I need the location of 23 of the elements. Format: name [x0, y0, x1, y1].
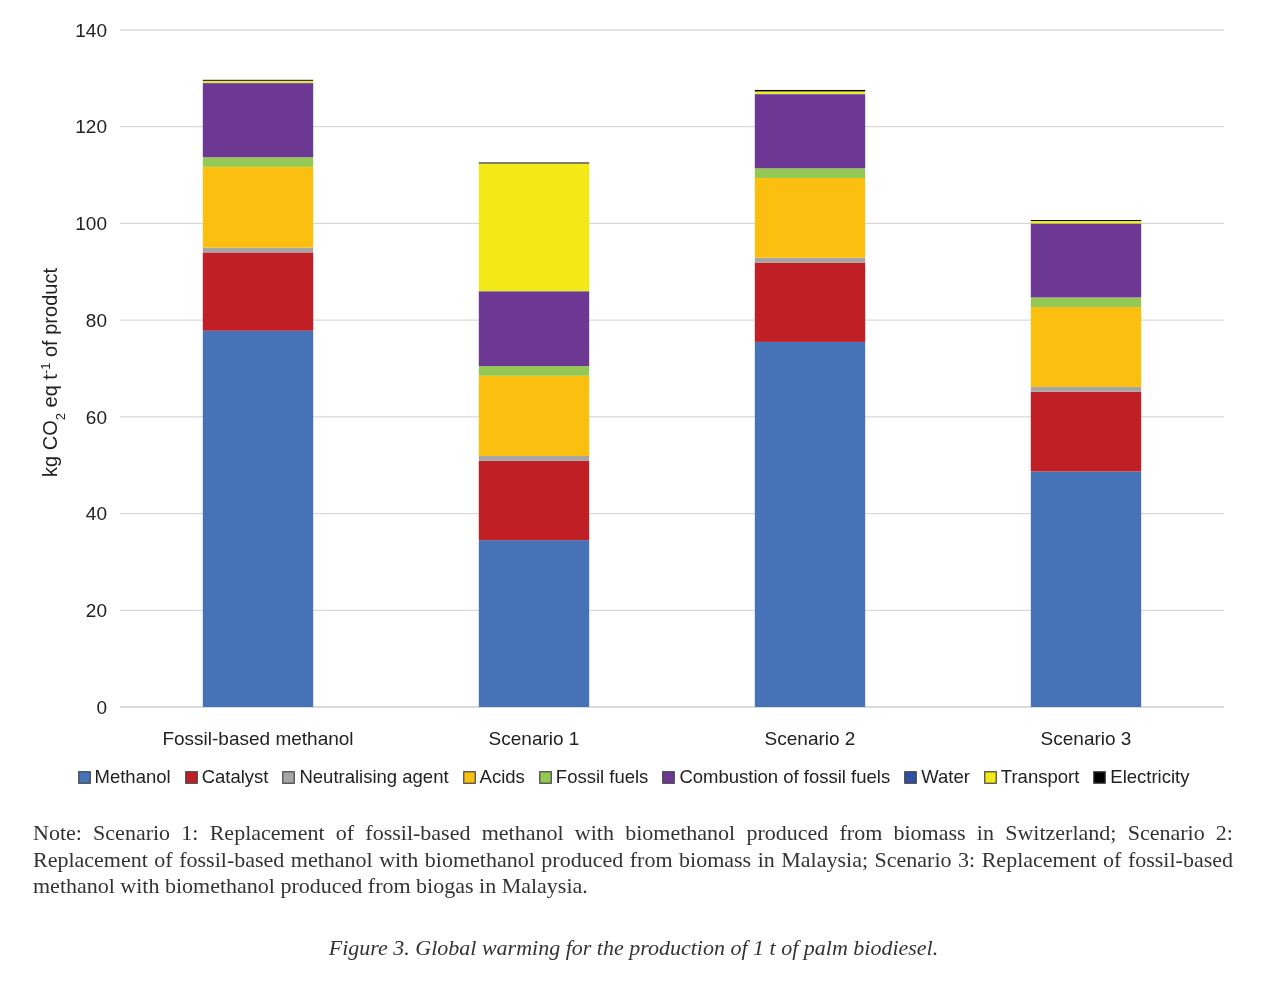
x-tick-label: Scenario 2: [764, 728, 856, 749]
y-tick-label: 60: [85, 406, 107, 428]
text: Note: Scenario 1: Replacement of fossil-based methanol with biomethanol produced from biomass in Switzerland; Scenario 2: Replacement of fossil-based methanol with biomethanol produced from biomass in Malaysia; Scenario 3: Replacement of fossil-based methanol with biomethanol produced from biogas in Malaysia.: [33, 820, 1233, 900]
legend-label: Methanol: [94, 766, 171, 788]
legend-label: Combustion of fossil fuels: [679, 766, 891, 788]
legend-label: Catalyst: [201, 766, 269, 788]
y-tick-label: 120: [75, 116, 107, 138]
caption: Figure 3. Global warming for the production of 1 t of palm biodiesel.: [327, 935, 940, 961]
legend-label: Neutralising agent: [299, 766, 449, 788]
x-tick-label: Scenario 3: [1040, 728, 1132, 749]
legend-label: Fossil fuels: [555, 766, 649, 788]
legend-label: Electricity: [1110, 766, 1190, 788]
y-tick-label: 20: [85, 599, 107, 621]
y-tick-label: 140: [75, 19, 107, 41]
legend-label: Water: [921, 766, 970, 788]
x-tick-label: Scenario 1: [488, 728, 580, 749]
y-tick-label: 0: [96, 696, 107, 718]
y-tick-label: 100: [75, 213, 107, 235]
y-tick-label: 80: [85, 309, 107, 331]
legend-label: Acids: [479, 766, 525, 788]
y-tick-label: 40: [85, 503, 107, 525]
legend-label: Transport: [1000, 766, 1080, 788]
x-tick-label: Fossil-based methanol: [162, 728, 354, 749]
